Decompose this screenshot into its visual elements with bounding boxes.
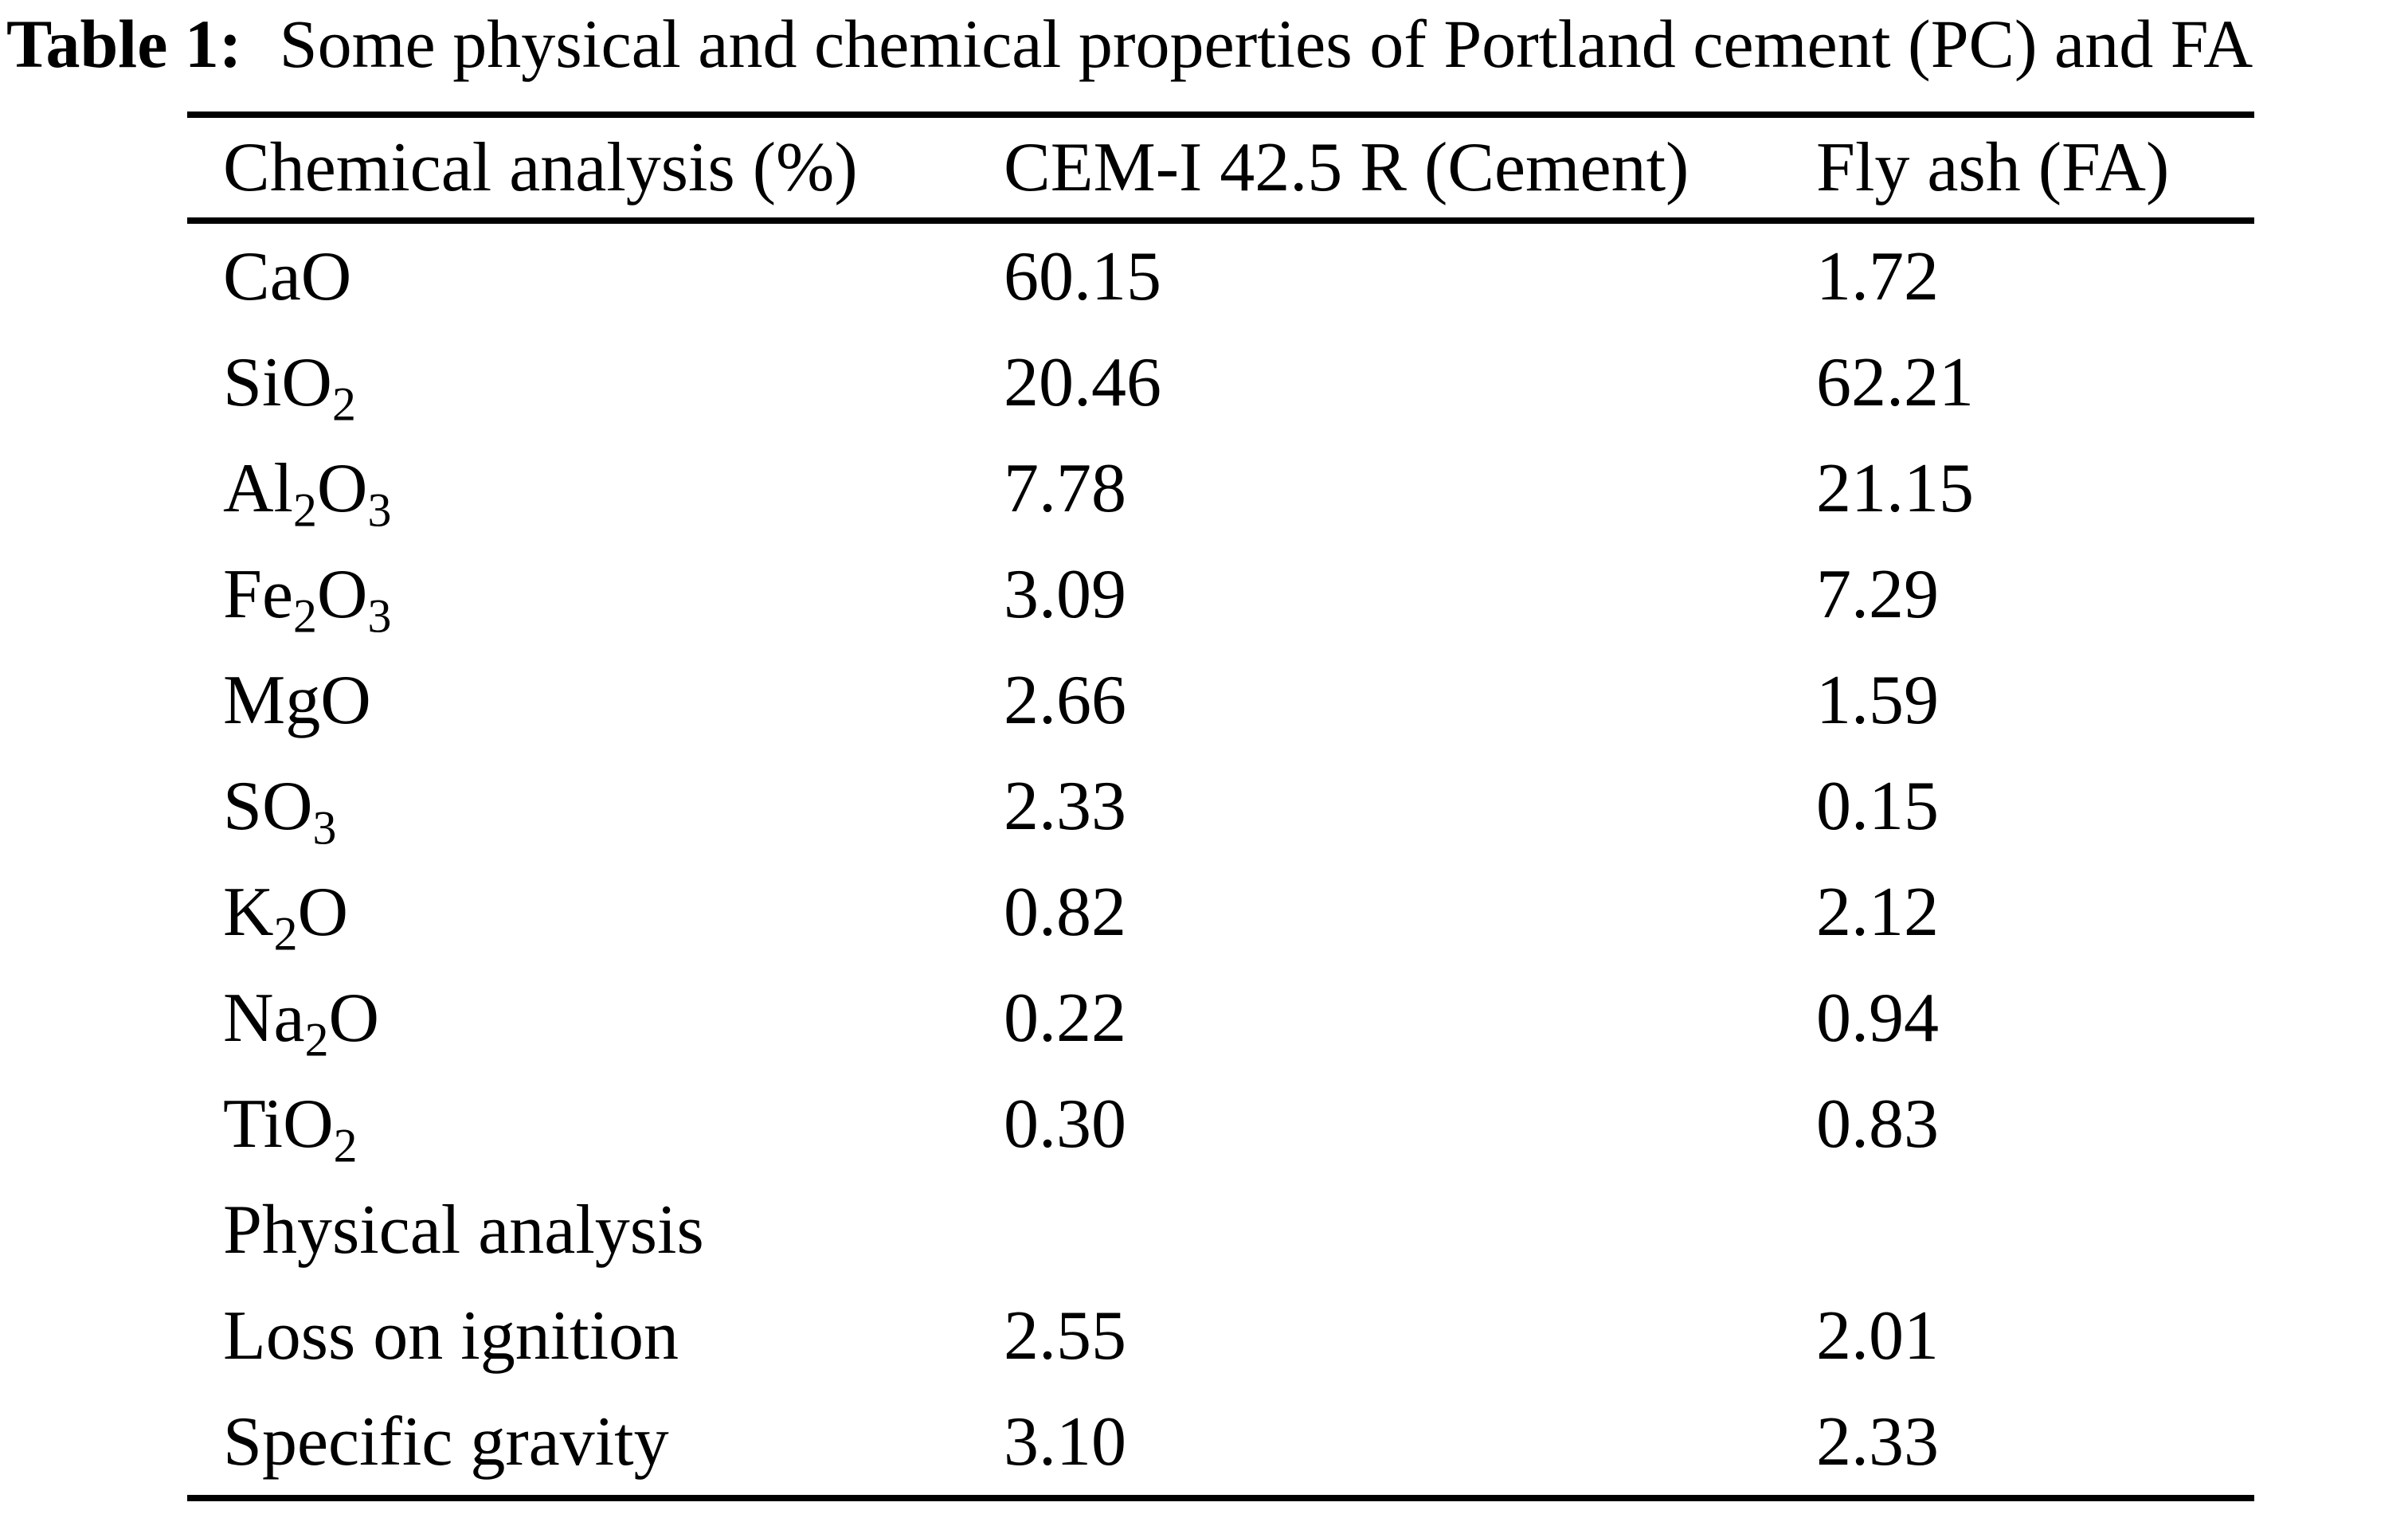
cell-cement-value: 2.55: [1004, 1297, 1126, 1375]
table-row: CaO 60.15 1.72: [187, 224, 2254, 330]
row-label: SiO2: [187, 330, 1004, 436]
cell-fly-ash-value: 0.15: [1816, 768, 1939, 845]
label-text: MgO: [223, 662, 371, 739]
cell-fly-ash-value: 7.29: [1816, 556, 1939, 633]
table-row: Specific gravity 3.10 2.33: [187, 1389, 2254, 1495]
column-header-fly-ash: Fly ash (FA): [1816, 129, 2170, 206]
column-header-chemical-analysis: Chemical analysis (%): [223, 129, 858, 206]
label-subscript: 2: [293, 483, 317, 537]
row-label: Physical analysis: [187, 1177, 1004, 1283]
label-subscript: 3: [367, 589, 392, 643]
table-caption: Table 1: Some physical and chemical prope…: [6, 2, 2253, 88]
label-text: TiO: [223, 1086, 334, 1163]
row-label: Al2O3: [187, 436, 1004, 542]
label-subscript: 2: [331, 378, 356, 431]
row-label: CaO: [187, 224, 1004, 330]
label-text: O: [316, 556, 368, 633]
properties-table: Chemical analysis (%) CEM-I 42.5 R (Ceme…: [187, 111, 2254, 1501]
cell-fly-ash-value: 2.33: [1816, 1403, 1939, 1481]
table-body: CaO 60.15 1.72 SiO2 20.46 62.21 Al2O3 7.78 21.15…: [187, 224, 2254, 1501]
label-subscript: 2: [293, 589, 317, 643]
table-row: SiO2 20.46 62.21: [187, 330, 2254, 436]
label-subscript: 3: [312, 801, 337, 855]
table-row: K2O 0.82 2.12: [187, 859, 2254, 965]
cell-fly-ash-value: 0.83: [1816, 1086, 1939, 1163]
row-label: Fe2O3: [187, 542, 1004, 647]
table-row: SO3 2.33 0.15: [187, 753, 2254, 859]
label-text: O: [316, 450, 368, 527]
table-section-row: Physical analysis: [187, 1177, 2254, 1283]
cell-cement-value: 3.09: [1004, 556, 1126, 633]
label-text: SO: [223, 768, 313, 845]
table-row: TiO2 0.30 0.83: [187, 1071, 2254, 1177]
label-text: Loss on ignition: [223, 1297, 679, 1375]
cell-cement-value: 0.22: [1004, 980, 1126, 1057]
table-header-row: Chemical analysis (%) CEM-I 42.5 R (Ceme…: [187, 118, 2254, 224]
label-text: Physical analysis: [223, 1191, 704, 1269]
label-text: K: [223, 874, 274, 951]
label-text: Fe: [223, 556, 293, 633]
label-text: SiO: [223, 344, 332, 421]
cell-fly-ash-value: 2.01: [1816, 1297, 1939, 1375]
label-text: Al: [223, 450, 293, 527]
cell-cement-value: 2.33: [1004, 768, 1126, 845]
cell-fly-ash-value: 62.21: [1816, 344, 1974, 421]
table-row: Fe2O3 3.09 7.29: [187, 542, 2254, 647]
table-caption-label: Table 1:: [6, 6, 242, 82]
cell-cement-value: 60.15: [1004, 238, 1161, 315]
row-label: K2O: [187, 859, 1004, 965]
label-subscript: 2: [273, 907, 298, 960]
table-caption-text: Some physical and chemical properties of…: [279, 6, 2253, 82]
label-text: Na: [223, 980, 305, 1057]
row-label: Specific gravity: [187, 1389, 1004, 1495]
row-label: SO3: [187, 753, 1004, 859]
cell-fly-ash-value: 1.72: [1816, 238, 1939, 315]
cell-fly-ash-value: 1.59: [1816, 662, 1939, 739]
label-subscript: 3: [367, 483, 392, 537]
cell-fly-ash-value: 0.94: [1816, 980, 1939, 1057]
cell-cement-value: 0.30: [1004, 1086, 1126, 1163]
table-row: Al2O3 7.78 21.15: [187, 436, 2254, 542]
table-row: Na2O 0.22 0.94: [187, 965, 2254, 1071]
row-label: TiO2: [187, 1071, 1004, 1177]
column-header-cement: CEM-I 42.5 R (Cement): [1004, 129, 1690, 206]
cell-fly-ash-value: [1816, 1177, 2254, 1283]
table-row: MgO 2.66 1.59: [187, 647, 2254, 753]
cell-cement-value: 20.46: [1004, 344, 1161, 421]
row-label: MgO: [187, 647, 1004, 753]
label-subscript: 2: [304, 1013, 329, 1066]
label-text: Specific gravity: [223, 1403, 669, 1481]
cell-cement-value: 7.78: [1004, 450, 1126, 527]
cell-fly-ash-value: 2.12: [1816, 874, 1939, 951]
cell-cement-value: 2.66: [1004, 662, 1126, 739]
cell-cement-value: 3.10: [1004, 1403, 1126, 1481]
label-text: O: [328, 980, 380, 1057]
row-label: Na2O: [187, 965, 1004, 1071]
cell-cement-value: 0.82: [1004, 874, 1126, 951]
cell-cement-value: [1004, 1177, 1816, 1283]
table-row: Loss on ignition 2.55 2.01: [187, 1283, 2254, 1389]
label-text: O: [297, 874, 349, 951]
label-text: CaO: [223, 238, 352, 315]
row-label: Loss on ignition: [187, 1283, 1004, 1389]
label-subscript: 2: [333, 1119, 358, 1172]
cell-fly-ash-value: 21.15: [1816, 450, 1974, 527]
